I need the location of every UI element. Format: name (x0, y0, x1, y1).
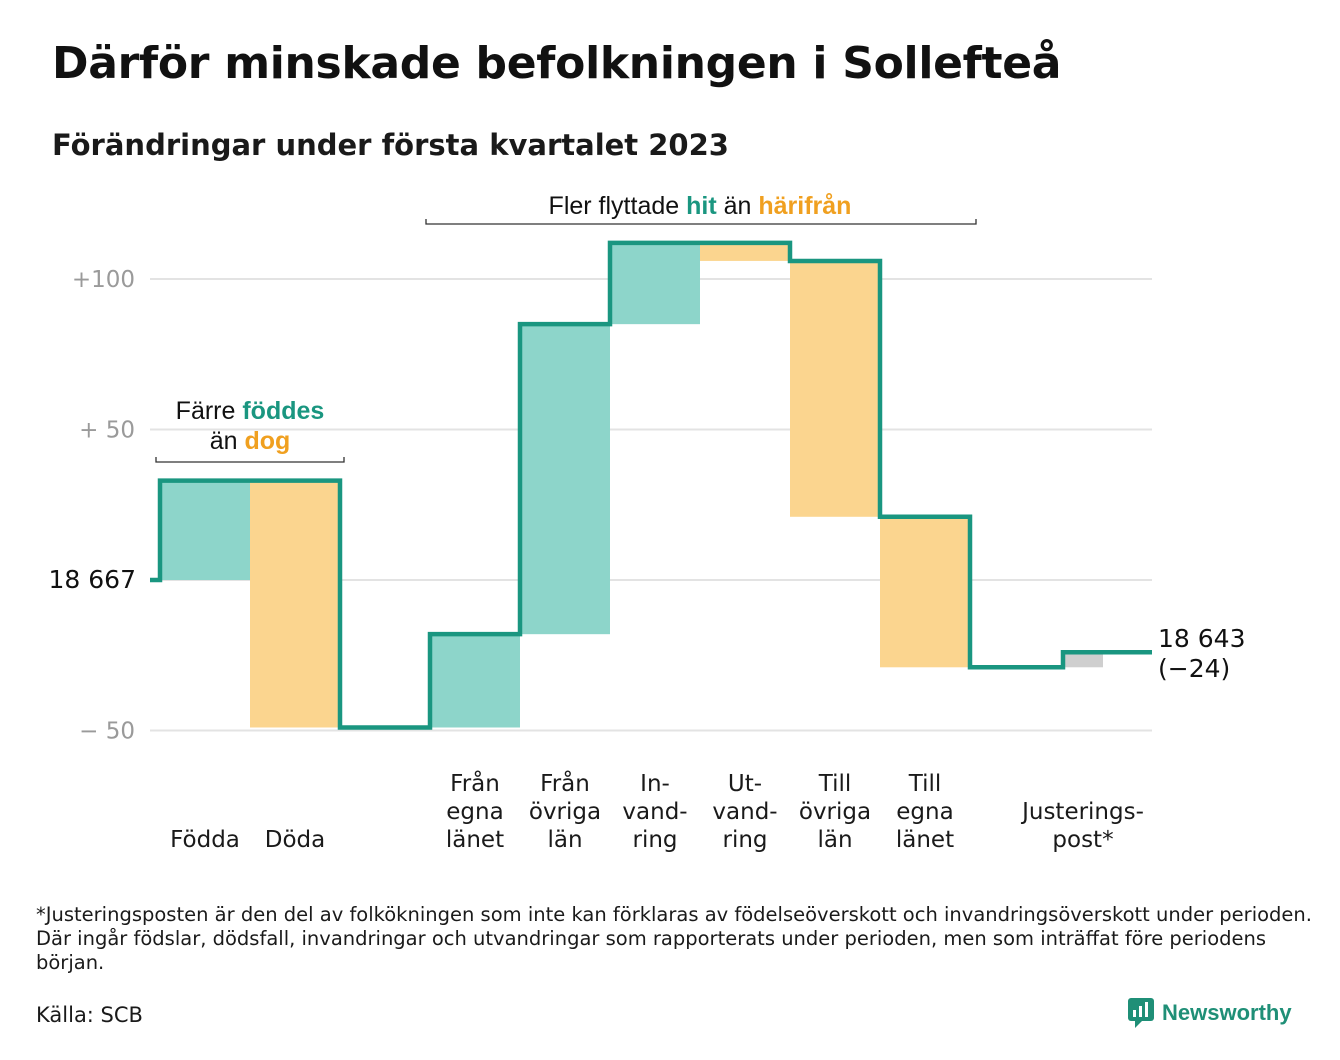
category-label: Födda (170, 827, 240, 853)
chart-title: Därför minskade befolkningen i Sollefteå (52, 38, 1062, 89)
bar-3 (520, 324, 610, 635)
category-label: Ut-vand-ring (712, 771, 777, 853)
y-tick-label: + 50 (79, 418, 135, 444)
start-value-label: 18 667 (49, 565, 136, 594)
chart-subtitle: Förändringar under första kvartalet 2023 (52, 128, 729, 162)
category-label: In-vand-ring (622, 771, 687, 853)
bar-7 (880, 516, 970, 668)
category-label: Justerings-post* (1020, 799, 1144, 853)
footnote: *Justeringsposten är den del av folkökni… (36, 903, 1312, 974)
births-text-a: Färre (176, 397, 243, 425)
births-bracket (155, 457, 345, 463)
category-label: Till egna länet (896, 771, 954, 853)
y-tick-label: +100 (72, 267, 135, 293)
brand-name: Newsworthy (1162, 1000, 1292, 1025)
end-change-label: (−24) (1158, 654, 1230, 683)
migration-text-a: Fler flyttade (549, 192, 687, 220)
category-label: Döda (265, 827, 325, 853)
end-value-label: 18 643 (1158, 624, 1245, 653)
bar-1 (250, 480, 340, 728)
births-text-an: än (210, 427, 245, 455)
migration-text-an: än (717, 192, 759, 220)
population-step-line (150, 240, 1152, 730)
migration-annotation: Fler flyttade hit än härifrån (425, 192, 977, 225)
bar-6 (790, 260, 880, 517)
y-tick-label: − 50 (79, 719, 135, 745)
labels: Födda Döda Från egna länet Från övriga län In-va… (49, 565, 1246, 853)
category-label: Från övriga län (529, 769, 601, 853)
births-annotation: Färre föddes än dog (155, 397, 345, 463)
births-text-dog: dog (244, 427, 290, 455)
births-annotation-line1: Färre föddes (176, 397, 325, 425)
bar-0 (160, 480, 250, 580)
migration-text-hit: hit (686, 192, 717, 220)
waterfall-chart: +100 + 50 − 50 Födda Döda Från egna länet Från ö… (49, 192, 1246, 853)
births-text-fodd: föddes (242, 397, 324, 425)
gridlines: +100 + 50 − 50 (72, 267, 1152, 745)
bar-4 (610, 242, 700, 325)
bar-5 (700, 242, 790, 261)
migration-text-harifran: härifrån (758, 192, 851, 220)
migration-bracket (425, 219, 977, 225)
bar-8 (1063, 652, 1103, 668)
category-label: Till övriga län (799, 771, 871, 853)
bars (160, 242, 1103, 728)
births-annotation-line2: än dog (210, 427, 291, 455)
newsworthy-icon (1128, 998, 1154, 1028)
migration-annotation-text: Fler flyttade hit än härifrån (549, 192, 852, 220)
source: Källa: SCB (36, 1003, 143, 1027)
bar-2 (430, 634, 520, 728)
brand-logo: Newsworthy (1128, 998, 1292, 1028)
category-label: Från egna länet (446, 769, 504, 853)
